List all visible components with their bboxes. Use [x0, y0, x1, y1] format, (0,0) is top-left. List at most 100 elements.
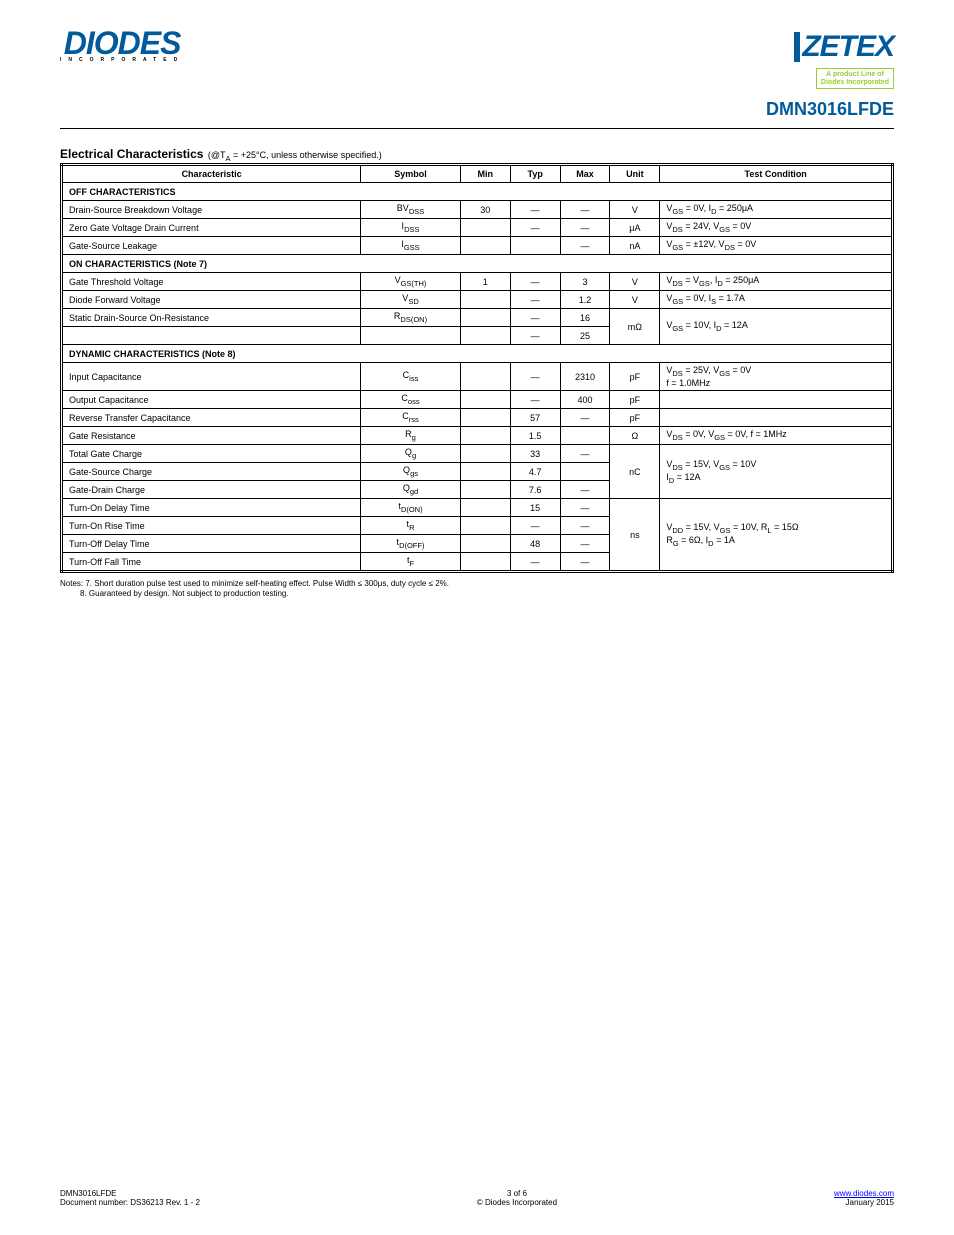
section-row: ON CHARACTERISTICS (Note 7)	[62, 255, 893, 273]
cell-unit: V	[610, 291, 660, 309]
cell-min	[460, 219, 510, 237]
part-number-heading: DMN3016LFDE	[60, 99, 894, 120]
cell-characteristic: Turn-On Rise Time	[62, 517, 361, 535]
cell-condition: VDS = VGS, ID = 250μA	[660, 273, 893, 291]
cell-unit: V	[610, 273, 660, 291]
cell-typ: 7.6	[510, 481, 560, 499]
table-row: Static Drain-Source On-ResistanceRDS(ON)…	[62, 309, 893, 327]
cell-characteristic: Turn-Off Delay Time	[62, 535, 361, 553]
cell-typ: 1.5	[510, 427, 560, 445]
cell-min: 1	[460, 273, 510, 291]
cell-symbol: IDSS	[361, 219, 461, 237]
cell-max: —	[560, 409, 610, 427]
cell-unit: mΩ	[610, 309, 660, 345]
cell-symbol: IGSS	[361, 237, 461, 255]
cell-max: —	[560, 219, 610, 237]
table-row: DYNAMIC CHARACTERISTICS (Note 8)	[62, 345, 893, 363]
notes-block: Notes: 7. Short duration pulse test used…	[60, 579, 894, 600]
cell-typ: 33	[510, 445, 560, 463]
cell-condition: VGS = 10V, ID = 12A	[660, 309, 893, 345]
cell-typ: —	[510, 363, 560, 391]
cell-unit: nA	[610, 237, 660, 255]
cell-max: —	[560, 445, 610, 463]
cell-characteristic: Zero Gate Voltage Drain Current	[62, 219, 361, 237]
website-link[interactable]: www.diodes.com	[834, 1189, 894, 1198]
cell-max: 2310	[560, 363, 610, 391]
section-row: OFF CHARACTERISTICS	[62, 183, 893, 201]
cell-characteristic: Drain-Source Breakdown Voltage	[62, 201, 361, 219]
cell-symbol: tD(ON)	[361, 499, 461, 517]
table-row: Zero Gate Voltage Drain CurrentIDSS——μAV…	[62, 219, 893, 237]
cell-characteristic: Total Gate Charge	[62, 445, 361, 463]
page-header: DIODES INCORPORATED ZETEX A product Line…	[60, 30, 894, 89]
cell-characteristic: Output Capacitance	[62, 391, 361, 409]
zetex-logo: ZETEX	[794, 30, 894, 64]
table-row: Reverse Transfer CapacitanceCrss57—pF	[62, 409, 893, 427]
product-line-box: A product Line of Diodes Incorporated	[816, 68, 894, 89]
cell-max	[560, 427, 610, 445]
cell-max: —	[560, 201, 610, 219]
cell-unit: V	[610, 201, 660, 219]
cell-max: 1.2	[560, 291, 610, 309]
note-8: 8. Guaranteed by design. Not subject to …	[80, 589, 289, 598]
cell-max: —	[560, 237, 610, 255]
cell-symbol: Crss	[361, 409, 461, 427]
cell-typ: —	[510, 201, 560, 219]
cell-max: —	[560, 481, 610, 499]
cell-min	[460, 409, 510, 427]
cell-characteristic: Turn-On Delay Time	[62, 499, 361, 517]
cell-max: —	[560, 553, 610, 572]
section-row: DYNAMIC CHARACTERISTICS (Note 8)	[62, 345, 893, 363]
zetex-block: ZETEX A product Line of Diodes Incorpora…	[794, 30, 894, 89]
cell-typ: —	[510, 517, 560, 535]
cell-condition: VGS = 0V, IS = 1.7A	[660, 291, 893, 309]
cell-min	[460, 291, 510, 309]
page-footer: DMN3016LFDE Document number: DS36213 Rev…	[60, 1189, 894, 1207]
cell-characteristic: Gate Resistance	[62, 427, 361, 445]
cell-min	[460, 237, 510, 255]
cell-typ: 57	[510, 409, 560, 427]
cell-min	[460, 391, 510, 409]
col-max: Max	[560, 165, 610, 183]
table-row: Total Gate ChargeQg33—nCVDS = 15V, VGS =…	[62, 445, 893, 463]
cell-characteristic: Gate Threshold Voltage	[62, 273, 361, 291]
cell-symbol: Qgs	[361, 463, 461, 481]
cell-condition: VDS = 15V, VGS = 10VID = 12A	[660, 445, 893, 499]
cell-characteristic: Reverse Transfer Capacitance	[62, 409, 361, 427]
table-row: Drain-Source Breakdown VoltageBVDSS30——V…	[62, 201, 893, 219]
notes-label: Notes:	[60, 579, 83, 588]
table-row: OFF CHARACTERISTICS	[62, 183, 893, 201]
cell-min: 30	[460, 201, 510, 219]
section-title: Electrical Characteristics	[60, 147, 203, 161]
footer-center: 3 of 6 © Diodes Incorporated	[200, 1189, 834, 1207]
cell-min	[460, 553, 510, 572]
cell-typ: —	[510, 273, 560, 291]
cell-unit: μA	[610, 219, 660, 237]
cell-symbol: Ciss	[361, 363, 461, 391]
cell-symbol: Rg	[361, 427, 461, 445]
diodes-logo-sub: INCORPORATED	[60, 57, 184, 63]
cell-max: 25	[560, 327, 610, 345]
section-subtitle: (@TA = +25°C, unless otherwise specified…	[208, 150, 382, 160]
cell-symbol: VGS(TH)	[361, 273, 461, 291]
cell-symbol: tF	[361, 553, 461, 572]
cell-condition: VDS = 24V, VGS = 0V	[660, 219, 893, 237]
cell-condition: VDS = 0V, VGS = 0V, f = 1MHz	[660, 427, 893, 445]
diodes-logo-text: DIODES	[64, 30, 181, 57]
cell-unit: ns	[610, 499, 660, 572]
cell-condition	[660, 409, 893, 427]
cell-max: 16	[560, 309, 610, 327]
cell-characteristic	[62, 327, 361, 345]
table-body: OFF CHARACTERISTICSDrain-Source Breakdow…	[62, 183, 893, 572]
cell-condition: VDD = 15V, VGS = 10V, RL = 15ΩRG = 6Ω, I…	[660, 499, 893, 572]
cell-typ: 48	[510, 535, 560, 553]
col-min: Min	[460, 165, 510, 183]
table-row: Output CapacitanceCoss—400pF	[62, 391, 893, 409]
cell-characteristic: Turn-Off Fall Time	[62, 553, 361, 572]
cell-min	[460, 517, 510, 535]
table-row: Gate ResistanceRg1.5ΩVDS = 0V, VGS = 0V,…	[62, 427, 893, 445]
table-header-row: Characteristic Symbol Min Typ Max Unit T…	[62, 165, 893, 183]
electrical-characteristics-table: Characteristic Symbol Min Typ Max Unit T…	[60, 163, 894, 573]
cell-symbol: Qg	[361, 445, 461, 463]
cell-typ: —	[510, 327, 560, 345]
